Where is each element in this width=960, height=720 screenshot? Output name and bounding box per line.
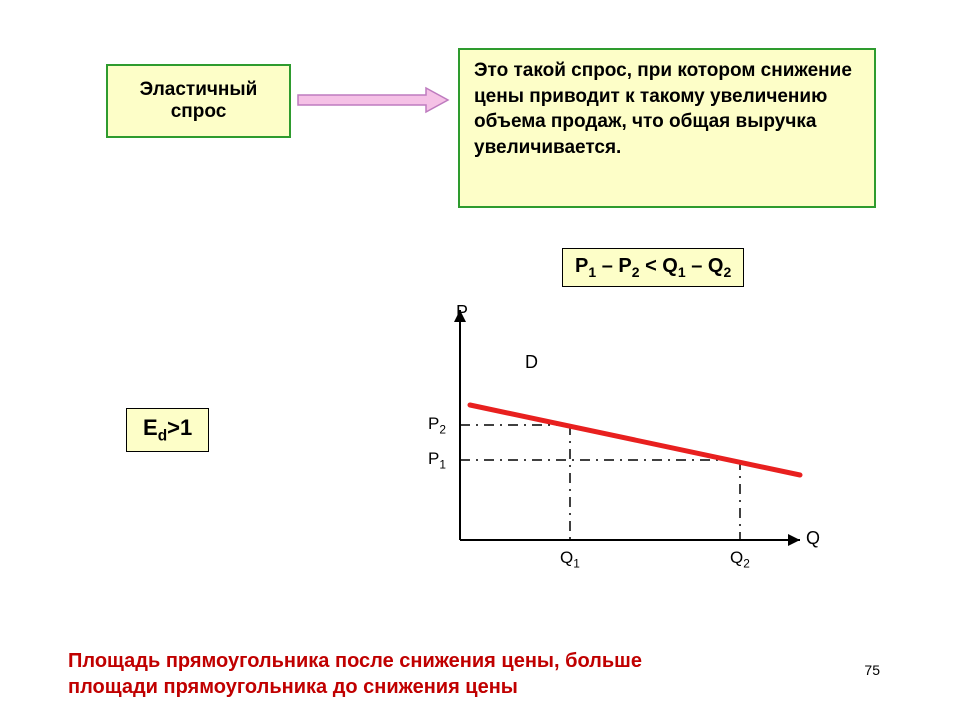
conclusion-text: Площадь прямоугольника после снижения це… [68,648,642,700]
page-number: 75 [864,662,880,678]
definition-box: Это такой спрос, при котором снижение це… [458,48,876,208]
conclusion-line1: Площадь прямоугольника после снижения це… [68,648,642,674]
title-text: Эластичный спрос [122,79,275,123]
title-box: Эластичный спрос [106,64,291,138]
elasticity-condition: Ed>1 [126,408,209,452]
demand-chart: PQDP2P1Q1Q2 [400,300,840,580]
conclusion-line2: площади прямоугольника до снижения цены [68,674,642,700]
inequality-formula: P1 – P2 < Q1 – Q2 [562,248,744,287]
definition-text: Это такой спрос, при котором снижение це… [474,60,852,158]
